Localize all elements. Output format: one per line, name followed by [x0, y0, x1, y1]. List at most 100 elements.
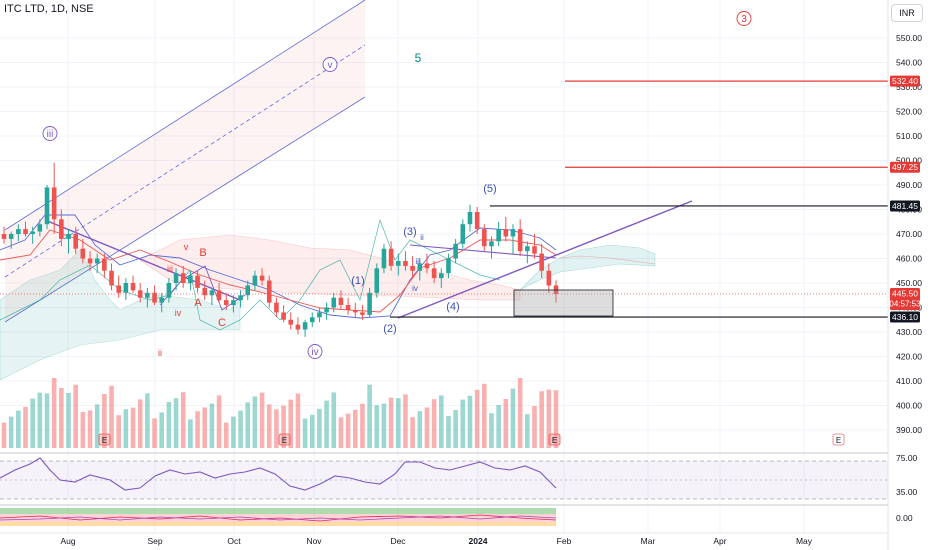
volume-bar: [374, 405, 380, 448]
volume-bar: [252, 396, 258, 448]
candle-body: [202, 287, 208, 296]
volume-bar: [424, 407, 430, 448]
time-tick-label: Dec: [390, 536, 406, 546]
osc-band-orange: [0, 522, 556, 526]
volume-bars: [1, 378, 559, 448]
volume-bar: [295, 393, 301, 448]
wave-label[interactable]: ii: [158, 348, 162, 358]
candle-body: [388, 248, 394, 266]
volume-bar: [66, 393, 71, 448]
rsi-pane: [0, 457, 888, 500]
volume-bar: [80, 412, 86, 448]
volume-bar: [216, 395, 222, 448]
volume-bar: [345, 413, 351, 448]
earnings-marker[interactable]: [278, 433, 291, 446]
earnings-marker[interactable]: [548, 433, 561, 446]
candle-body: [266, 280, 272, 303]
earnings-marker[interactable]: [98, 433, 111, 446]
wave-label[interactable]: iii: [167, 264, 173, 274]
volume-bar: [281, 405, 286, 448]
candle-body: [417, 263, 423, 271]
volume-bar: [546, 389, 552, 448]
wave-label[interactable]: B: [199, 247, 206, 259]
volume-bar: [223, 422, 229, 448]
volume-bar: [130, 407, 136, 448]
volume-bar: [510, 388, 516, 448]
wave-label[interactable]: (1): [351, 275, 364, 287]
candle-body: [116, 285, 122, 293]
candle-body: [403, 260, 408, 266]
price-grid: [0, 0, 888, 533]
candle-body: [130, 283, 136, 291]
candle-body: [51, 187, 57, 220]
wave-label[interactable]: 3: [741, 14, 747, 25]
wave-label[interactable]: (2): [383, 323, 396, 335]
wave-label[interactable]: v: [328, 60, 333, 71]
volume-bar: [16, 410, 21, 448]
oscillator-pane: [0, 508, 557, 526]
wave-label[interactable]: 5: [415, 51, 422, 65]
wave-label[interactable]: iii: [415, 257, 421, 266]
wave-label-circle: [736, 11, 752, 26]
volume-bar: [532, 406, 537, 448]
price-tick-label: 390.00: [896, 425, 922, 435]
volume-bar: [87, 410, 93, 448]
volume-bar: [173, 398, 179, 448]
volume-bar: [467, 395, 473, 448]
volume-bar: [331, 392, 337, 448]
time-tick-label: Feb: [557, 536, 572, 546]
wave-label[interactable]: v: [184, 242, 189, 252]
rsi-band: [0, 461, 888, 499]
wave-lines: [44, 200, 693, 319]
price-tick-label: 500.00: [896, 156, 922, 166]
support-zone-box[interactable]: [513, 289, 614, 317]
wave-label[interactable]: (3): [403, 226, 416, 238]
candle-body: [252, 275, 258, 286]
wave-label[interactable]: (4): [446, 301, 459, 313]
volume-bar: [1, 422, 7, 448]
time-tick-label: Aug: [60, 536, 75, 546]
trendline-triangle: [409, 244, 557, 259]
candle-body: [23, 229, 28, 234]
earnings-marker-label: E: [552, 436, 557, 445]
wave-label[interactable]: A: [194, 297, 202, 309]
wave-label[interactable]: C: [218, 317, 226, 329]
candle-body: [360, 312, 365, 315]
price-axis[interactable]: 550.00 540.00 530.00 520.00 510.00 500.00 490.…: [896, 33, 922, 435]
volume-bar: [302, 418, 308, 448]
candle-body: [80, 248, 86, 259]
candle-body: [109, 270, 114, 286]
wave-label[interactable]: (5): [483, 183, 496, 195]
candles: [0, 162, 888, 337]
candle-body: [503, 229, 509, 237]
candle-body: [223, 300, 229, 306]
candle-body: [467, 211, 473, 225]
candle-body: [317, 312, 322, 318]
earnings-marker[interactable]: [832, 433, 845, 446]
osc-line-a: [0, 514, 557, 522]
volume-bar: [338, 417, 344, 448]
volume-bar: [145, 393, 150, 448]
volume-bar: [195, 411, 200, 448]
cloud-edge-future: [559, 255, 656, 265]
volume-bar: [539, 391, 544, 448]
wave-label[interactable]: ii: [420, 233, 424, 242]
candle-body: [173, 273, 179, 283]
volume-bar: [417, 411, 423, 448]
wave-label[interactable]: iii: [47, 129, 54, 140]
currency-button[interactable]: INR: [891, 4, 923, 22]
time-tick-label: 2024: [469, 536, 488, 546]
candle-body: [59, 219, 64, 239]
wave-label[interactable]: iv: [311, 347, 318, 358]
wave-label[interactable]: iv: [412, 284, 418, 293]
price-tick-label: 470.00: [896, 229, 922, 239]
time-axis[interactable]: Aug Sep Oct Nov Dec 2024 Feb Mar Apr May: [60, 536, 812, 546]
volume-bar: [460, 399, 466, 448]
wave-label[interactable]: iv: [175, 308, 182, 318]
price-tag-label: 445.50: [892, 289, 918, 299]
candle-body: [145, 292, 150, 298]
channel-fill: [5, 0, 365, 322]
price-tag-label: 436.10: [892, 312, 918, 322]
